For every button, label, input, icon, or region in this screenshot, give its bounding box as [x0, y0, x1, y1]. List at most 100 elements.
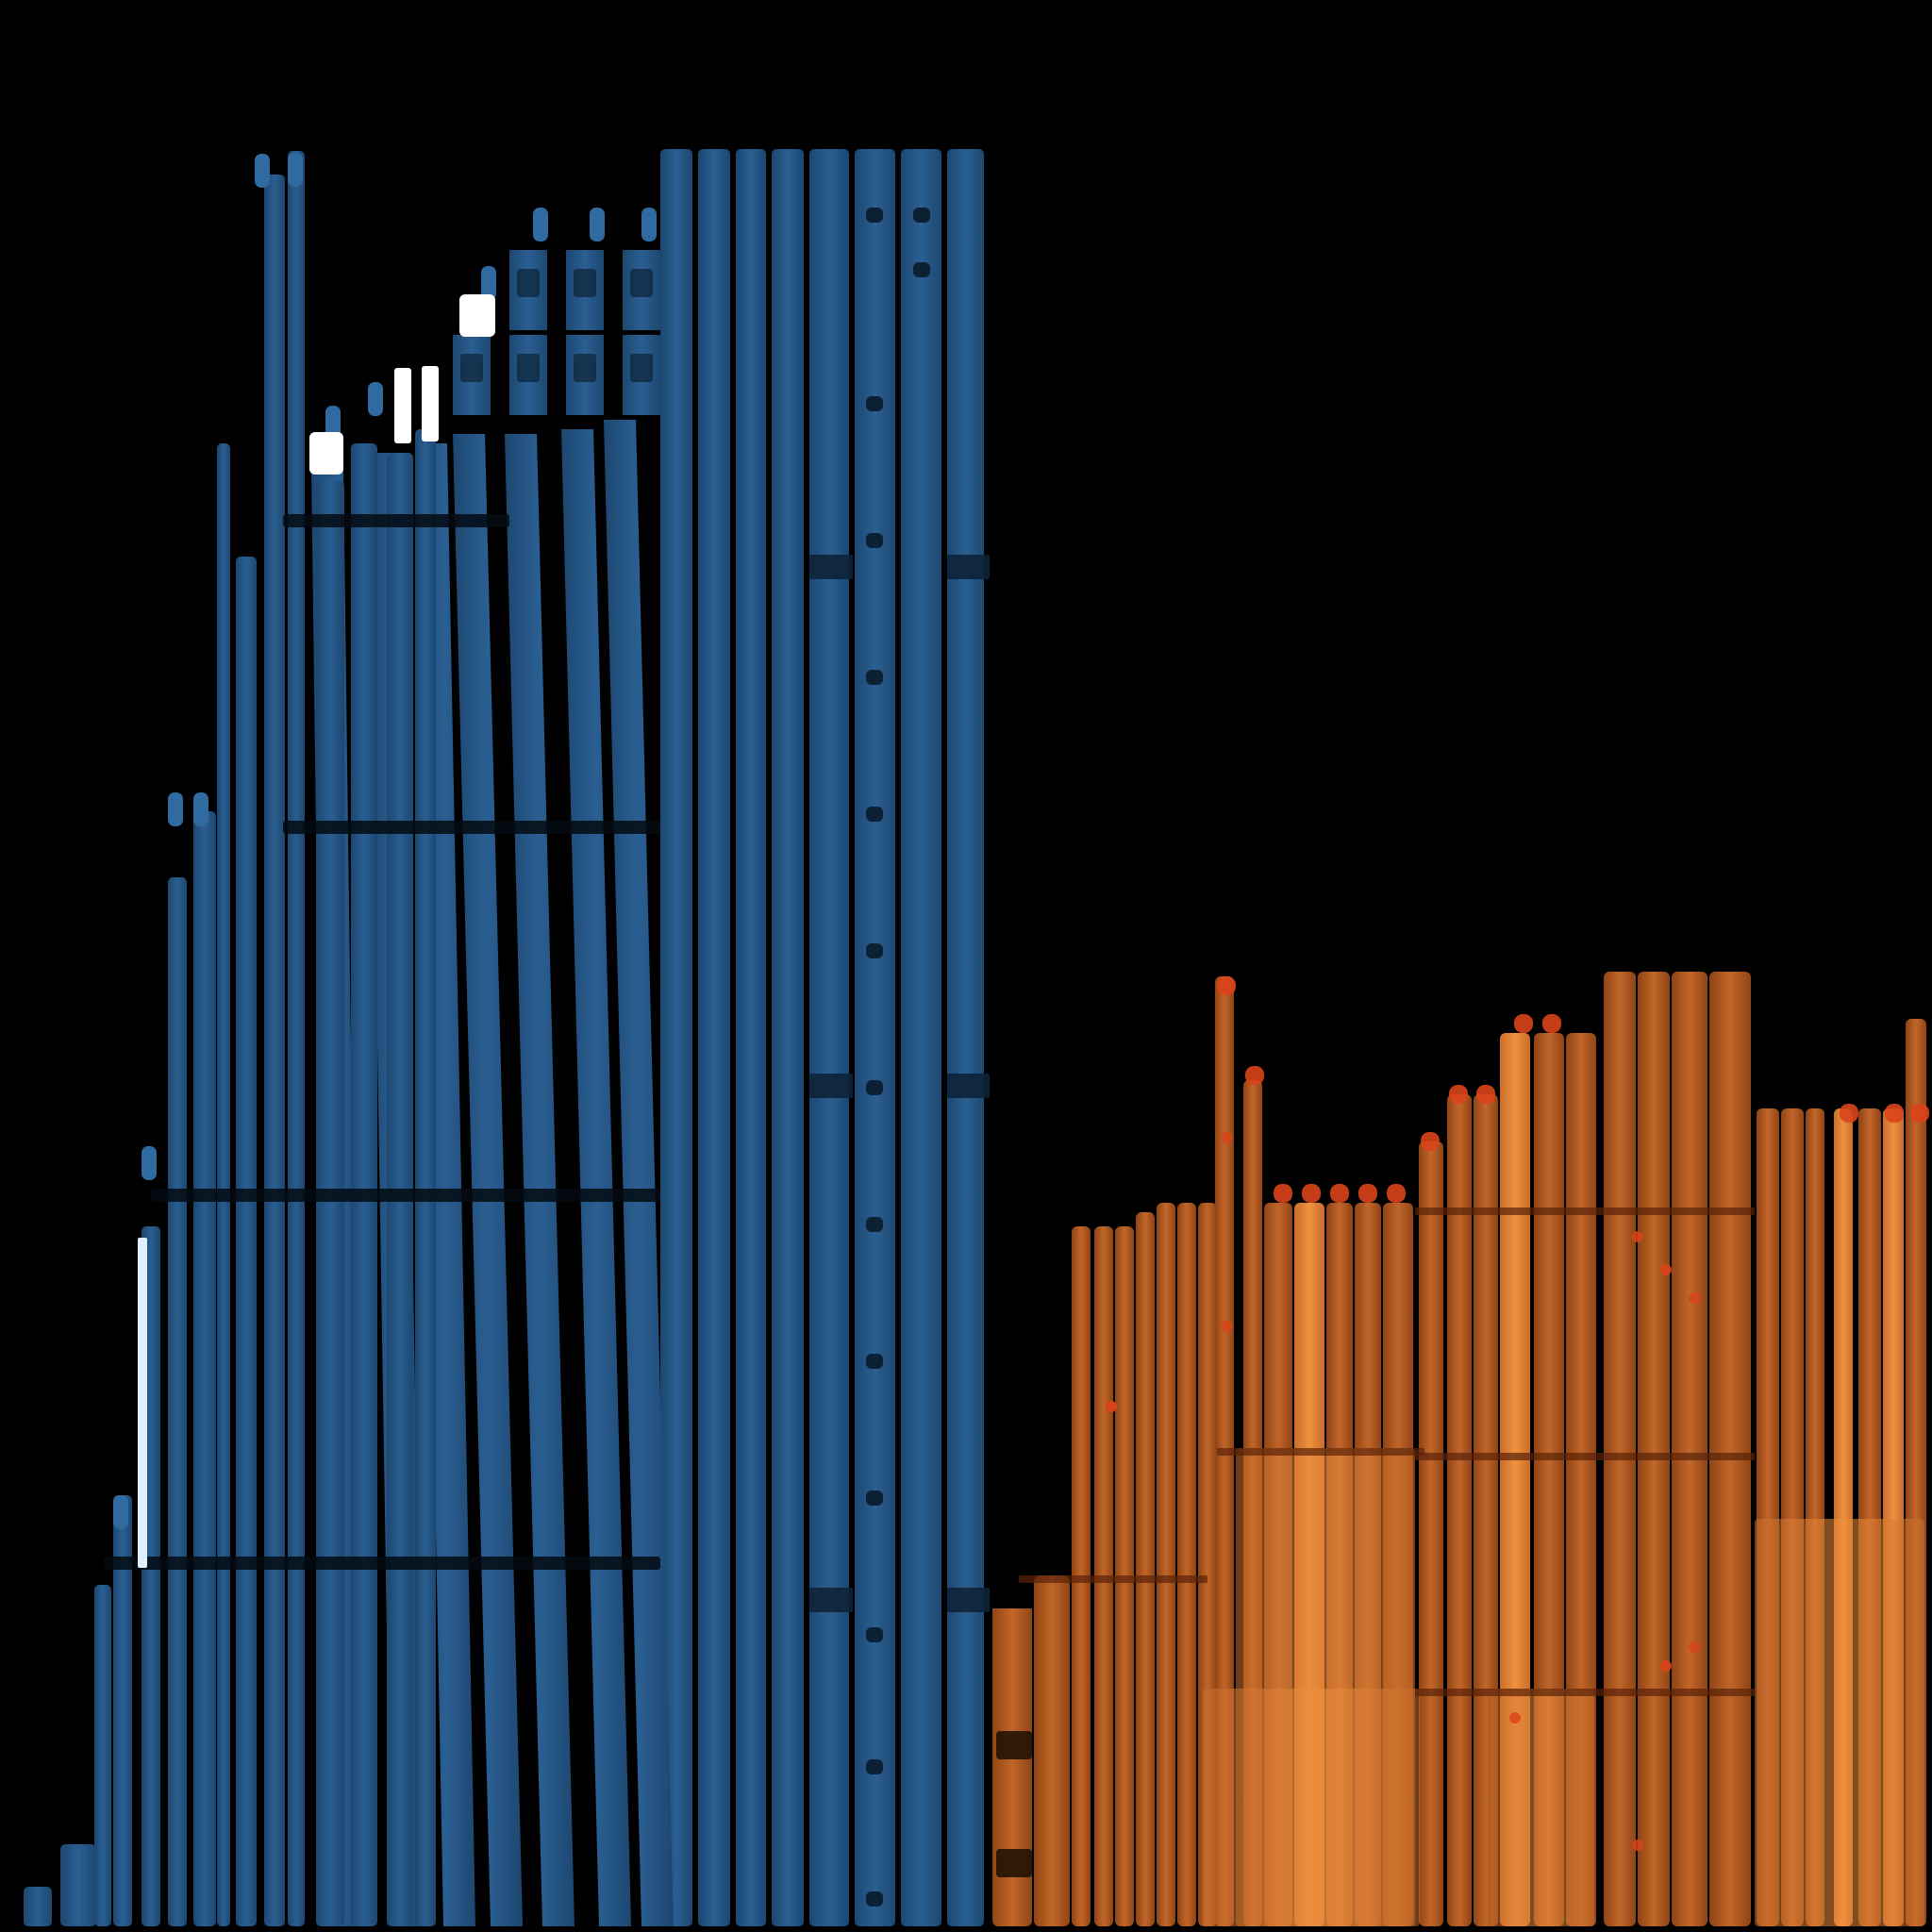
blue-knob: [481, 266, 496, 300]
white-block: [394, 368, 411, 443]
blue-slanted-column: [604, 420, 674, 1926]
blue-knob: [533, 208, 548, 242]
red-dot: [1509, 1712, 1521, 1724]
blue-tall-column: [736, 149, 766, 1926]
red-cap: [1514, 1014, 1533, 1033]
white-stripe: [138, 1238, 147, 1568]
blue-dot: [866, 208, 883, 223]
blue-band: [809, 1588, 853, 1612]
blue-knob: [288, 153, 303, 187]
blue-knob: [590, 208, 605, 242]
blue-dot: [913, 208, 930, 223]
orange-panel: [1755, 1519, 1924, 1926]
blue-chevron-shadow: [630, 269, 653, 297]
blue-knob: [641, 208, 657, 242]
orange-joint: [1217, 1448, 1424, 1456]
orange-column: [1447, 1094, 1472, 1926]
blue-band: [947, 555, 990, 579]
red-cap: [1302, 1184, 1321, 1203]
orange-dark-mark: [996, 1731, 1032, 1759]
blue-step-column: [264, 175, 285, 1926]
blue-knob: [113, 1495, 128, 1529]
blue-step-column: [113, 1495, 132, 1926]
blue-band: [947, 1074, 990, 1098]
blue-tall-column: [947, 149, 984, 1926]
blue-joint: [151, 1189, 660, 1202]
red-cap: [1387, 1184, 1406, 1203]
blue-step-column: [351, 443, 377, 1926]
orange-joint: [1415, 1689, 1755, 1696]
blue-dot: [866, 396, 883, 411]
orange-bar-cluster: [992, 972, 1926, 1926]
red-cap: [1358, 1184, 1377, 1203]
blue-band: [947, 1588, 990, 1612]
blue-chevron-shadow: [574, 354, 596, 382]
red-dot: [1632, 1840, 1643, 1851]
blue-dot: [866, 1217, 883, 1232]
blue-chevron-shadow: [630, 354, 653, 382]
orange-column: [1177, 1203, 1196, 1926]
blue-dot: [866, 1627, 883, 1642]
red-dot: [1689, 1292, 1700, 1304]
blue-joint: [104, 1557, 660, 1570]
blue-step-column: [288, 151, 305, 1926]
blue-tall-column: [772, 149, 804, 1926]
red-dot: [1660, 1264, 1672, 1275]
blue-dot: [913, 262, 930, 277]
blue-dot: [866, 1891, 883, 1907]
blue-dot: [866, 533, 883, 548]
orange-joint: [1415, 1453, 1755, 1460]
blue-dot: [866, 1080, 883, 1095]
orange-joint: [1415, 1208, 1755, 1215]
blue-tall-column: [660, 149, 692, 1926]
orange-panel: [1236, 1448, 1415, 1926]
accent-marks: [138, 294, 1929, 1851]
blue-chevron-shadow: [517, 354, 540, 382]
blue-knob: [142, 1146, 157, 1180]
red-cap: [1245, 1066, 1264, 1085]
orange-chevron: [992, 1608, 1032, 1703]
red-dot: [1632, 1231, 1643, 1242]
blue-step-column: [24, 1887, 52, 1926]
orange-column: [1604, 972, 1636, 1926]
red-cap: [1542, 1014, 1561, 1033]
red-cap: [1274, 1184, 1292, 1203]
blue-band: [809, 555, 853, 579]
red-dot: [1106, 1401, 1117, 1412]
blue-chevron-shadow: [574, 269, 596, 297]
red-cap: [1840, 1104, 1858, 1123]
orange-joint: [1019, 1575, 1208, 1583]
orange-column: [1157, 1203, 1175, 1926]
blue-knob: [325, 406, 341, 440]
blue-knob: [255, 154, 270, 188]
blue-tall-column: [855, 149, 895, 1926]
blue-chevron-shadow: [460, 354, 483, 382]
orange-column: [1638, 972, 1670, 1926]
red-cap: [1217, 976, 1236, 995]
blue-dot: [866, 807, 883, 822]
orange-column: [1419, 1141, 1443, 1926]
blue-step-column: [60, 1844, 96, 1926]
blue-joint: [283, 514, 509, 527]
red-cap: [1421, 1132, 1440, 1151]
orange-dark-mark: [996, 1849, 1032, 1877]
orange-column: [1136, 1212, 1155, 1926]
orange-column: [1709, 972, 1751, 1926]
blue-dot: [866, 1491, 883, 1506]
orange-panel: [1491, 1689, 1594, 1926]
blue-step-column: [168, 877, 187, 1926]
blue-slanted-column: [561, 429, 631, 1926]
red-cap: [1885, 1104, 1904, 1123]
blue-dot: [866, 670, 883, 685]
blue-joint: [283, 821, 660, 834]
blue-step-column: [236, 557, 257, 1926]
red-dot: [1689, 1641, 1700, 1653]
red-cap: [1449, 1085, 1468, 1104]
red-cap: [1330, 1184, 1349, 1203]
blue-step-column: [94, 1585, 111, 1926]
red-dot: [1221, 1321, 1232, 1332]
orange-column: [1034, 1575, 1070, 1926]
white-block: [422, 366, 439, 441]
blue-slanted-column: [505, 434, 575, 1926]
